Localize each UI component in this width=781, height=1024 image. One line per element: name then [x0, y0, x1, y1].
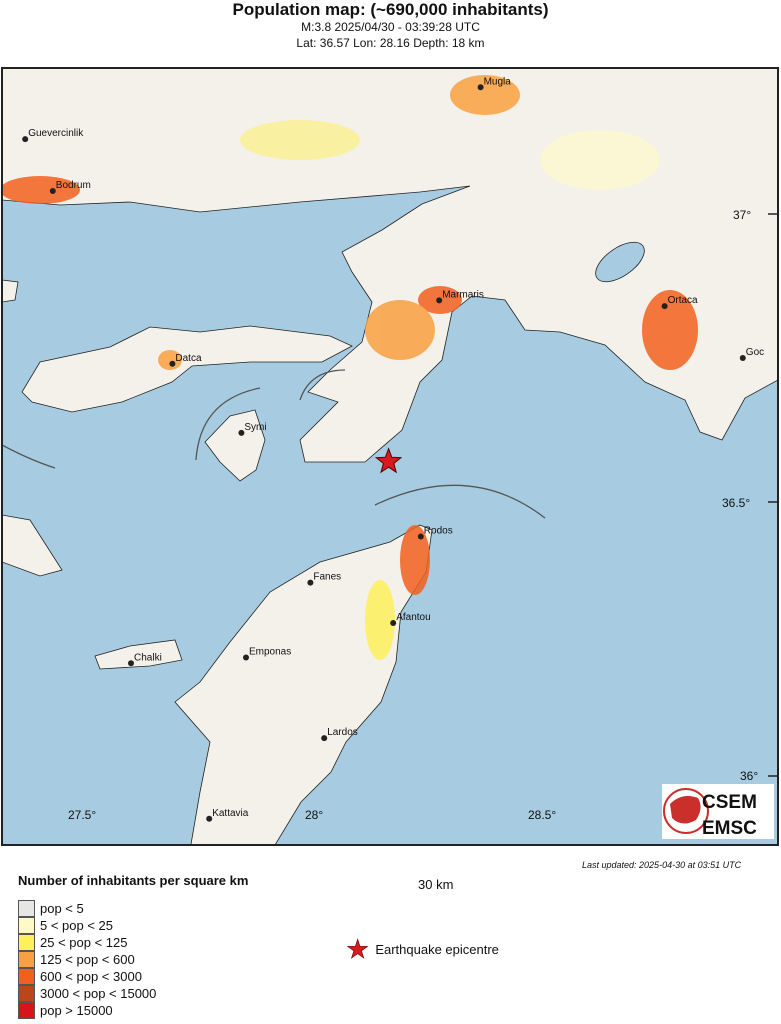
legend-swatch [18, 917, 35, 934]
city-label: Bodrum [56, 180, 91, 191]
city-label: Symi [244, 422, 266, 433]
legend-item: 3000 < pop < 15000 [18, 985, 156, 1002]
lon-tick: 27.5° [68, 808, 96, 822]
city-dot [436, 297, 443, 304]
city-dot [206, 815, 213, 822]
city-label: Rodos [424, 526, 453, 537]
legend-swatch [18, 968, 35, 985]
legend-swatch [18, 934, 35, 951]
city-dot [128, 660, 134, 667]
legend-label: 600 < pop < 3000 [40, 969, 142, 984]
legend-item: 125 < pop < 600 [18, 951, 135, 968]
city-label: Lardos [327, 727, 358, 738]
legend-item: 600 < pop < 3000 [18, 968, 142, 985]
population-map: Mugla Guevercinlik Bodrum Marmaris Ortaca Goc… [1, 67, 779, 846]
legend-label: pop > 15000 [40, 1003, 113, 1018]
legend-label: 3000 < pop < 15000 [40, 986, 157, 1001]
legend-swatch [18, 985, 35, 1002]
city-dot [238, 429, 245, 436]
city-label: Mugla [484, 76, 512, 87]
city-dot [417, 533, 424, 540]
city-label: Chalki [134, 652, 162, 663]
city-label: Ortaca [668, 295, 698, 306]
kos-island [2, 279, 19, 303]
city-dot [169, 360, 176, 367]
city-dot [22, 136, 29, 143]
epicentre-star-icon [374, 447, 403, 474]
lat-tick: 37° [733, 208, 751, 222]
city-dot [390, 619, 397, 626]
tilos-island [2, 514, 63, 577]
legend-item: pop > 15000 [18, 1002, 113, 1019]
city-dot [321, 735, 328, 742]
legend-item: 5 < pop < 25 [18, 917, 113, 934]
legend-swatch [18, 951, 35, 968]
legend-label: pop < 5 [40, 901, 84, 916]
chalki-island [94, 639, 183, 670]
city-label: Emponas [249, 647, 291, 658]
csem-emsc-logo: CSEM EMSC [662, 784, 774, 839]
city-dot [243, 654, 249, 661]
lat-ticks: 37° 36.5° 36° [722, 208, 778, 783]
map-title: Population map: (~690,000 inhabitants) [232, 0, 549, 19]
legend-item: 25 < pop < 125 [18, 934, 127, 951]
city-label: Fanes [313, 572, 341, 583]
city-dot [477, 84, 484, 91]
legend-item: pop < 5 [18, 900, 84, 917]
legend-swatch [18, 1002, 35, 1019]
event-location: Lat: 36.57 Lon: 28.16 Depth: 18 km [296, 36, 485, 50]
lon-tick: 28° [305, 808, 323, 822]
legend-epicentre: ★ Earthquake epicentre [346, 934, 499, 964]
last-updated: Last updated: 2025-04-30 at 03:51 UTC [582, 860, 742, 870]
city-label: Afantou [396, 612, 430, 623]
city-dot [49, 187, 56, 194]
event-info: M:3.8 2025/04/30 - 03:39:28 UTC [301, 20, 480, 34]
symi-island [204, 409, 266, 482]
city-dot [307, 579, 314, 586]
tectonic-lines [2, 369, 546, 519]
epicentre-star-icon: ★ [346, 934, 370, 964]
city-label: Kattavia [212, 808, 249, 819]
legend-title: Number of inhabitants per square km [18, 873, 249, 888]
city-label: Goc [746, 347, 764, 358]
map-frame [1, 67, 779, 846]
legend-label: 25 < pop < 125 [40, 935, 128, 950]
lake [595, 241, 645, 283]
city-markers: Mugla Guevercinlik Bodrum Marmaris Ortaca Goc… [22, 76, 764, 822]
scale-bar-label: 30 km [418, 877, 454, 892]
city-label: Marmaris [442, 289, 484, 300]
city-dot [661, 303, 668, 310]
lon-ticks: 27.5° 28° 28.5° [68, 808, 556, 822]
svg-text:EMSC: EMSC [702, 818, 757, 839]
city-label: Guevercinlik [28, 128, 84, 139]
svg-text:CSEM: CSEM [702, 792, 757, 813]
lat-tick: 36° [740, 769, 758, 783]
epicentre-label: Earthquake epicentre [375, 941, 499, 957]
legend-swatch [18, 900, 35, 917]
city-label: Datca [175, 353, 202, 364]
legend-label: 125 < pop < 600 [40, 952, 135, 967]
lon-tick: 28.5° [528, 808, 556, 822]
datca-peninsula [21, 325, 353, 413]
city-dot [739, 355, 746, 361]
lat-tick: 36.5° [722, 496, 750, 510]
legend-label: 5 < pop < 25 [40, 918, 114, 933]
